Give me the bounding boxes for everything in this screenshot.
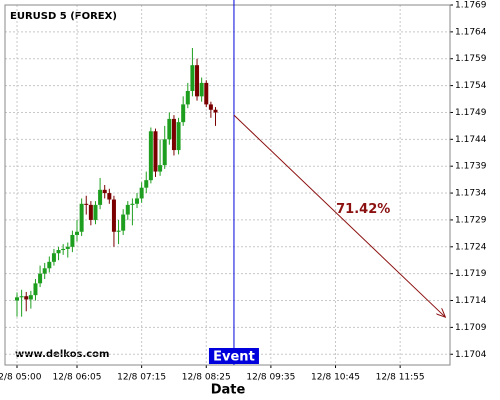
- event-label: Event: [213, 350, 255, 365]
- candle-body: [102, 189, 107, 194]
- candle-body: [47, 261, 52, 269]
- candle-body: [70, 234, 75, 247]
- candle-body: [199, 82, 204, 97]
- candle-body: [148, 131, 153, 181]
- x-tick-label: 12/8 07:15: [117, 373, 166, 383]
- candle-body: [158, 165, 163, 172]
- candle-body: [116, 230, 121, 232]
- candle-body: [51, 253, 56, 262]
- y-tick-label: 1.1704: [455, 350, 487, 360]
- candle-body: [176, 122, 181, 151]
- candle-body: [171, 118, 176, 151]
- candle-body: [153, 131, 158, 172]
- candle-body: [84, 203, 89, 205]
- x-tick-label: 12/8 11:55: [376, 373, 425, 383]
- candle-body: [75, 231, 80, 235]
- y-tick-label: 1.1709: [455, 323, 487, 333]
- x-tick-label: 12/8 06:05: [53, 373, 102, 383]
- y-tick-label: 1.1744: [455, 135, 487, 145]
- y-tick-label: 1.1754: [455, 81, 487, 91]
- plot-frame: [4, 4, 451, 366]
- candle-body: [125, 204, 130, 215]
- probability-label: 71.42%: [336, 202, 390, 217]
- y-tick-label: 1.1719: [455, 269, 487, 279]
- candle-body: [190, 65, 195, 91]
- candle-body: [61, 248, 66, 251]
- candle-body: [88, 204, 93, 220]
- y-tick-label: 1.1769: [455, 1, 487, 11]
- candle-body: [121, 214, 126, 231]
- candle-body: [213, 109, 218, 113]
- candle-body: [181, 104, 186, 123]
- candle-body: [42, 268, 47, 274]
- y-tick-label: 1.1749: [455, 108, 487, 118]
- candle-body: [33, 283, 38, 296]
- candle-body: [144, 180, 149, 188]
- candle-body: [204, 82, 209, 105]
- candle-body: [28, 295, 33, 300]
- candle-body: [185, 90, 190, 105]
- y-tick-label: 1.1714: [455, 296, 487, 306]
- candle-body: [79, 203, 84, 232]
- candle-body: [195, 65, 200, 97]
- x-tick-label: 12/8 09:35: [246, 373, 295, 383]
- chart-title: EURUSD 5 (FOREX): [10, 11, 117, 22]
- x-tick-label: 12/8 10:45: [311, 373, 360, 383]
- candle-body: [130, 203, 135, 205]
- candle-body: [15, 297, 20, 301]
- y-tick-label: 1.1734: [455, 189, 487, 199]
- forecast-arrow: [233, 114, 445, 317]
- y-tick-label: 1.1764: [455, 27, 487, 37]
- candle-body: [93, 204, 98, 220]
- y-tick-label: 1.1729: [455, 215, 487, 225]
- candle-body: [208, 104, 213, 110]
- candle-body: [98, 189, 103, 205]
- event-label-box: [208, 348, 259, 364]
- candle-body: [135, 198, 140, 204]
- candle-body: [162, 139, 167, 166]
- y-tick-label: 1.1724: [455, 242, 487, 252]
- candle-body: [111, 199, 116, 232]
- candle-body: [139, 187, 144, 199]
- candle-body: [19, 296, 24, 298]
- candle-body: [167, 118, 172, 140]
- y-tick-label: 1.1759: [455, 54, 487, 64]
- x-axis-label: Date: [211, 383, 246, 398]
- candle-body: [56, 250, 61, 254]
- y-tick-label: 1.1739: [455, 162, 487, 172]
- candle-body: [38, 273, 43, 284]
- candle-body: [65, 246, 70, 249]
- candle-body: [24, 296, 29, 300]
- x-tick-label: 12/8 05:00: [0, 373, 42, 383]
- x-tick-label: 12/8 08:25: [182, 373, 231, 383]
- candle-body: [107, 193, 112, 200]
